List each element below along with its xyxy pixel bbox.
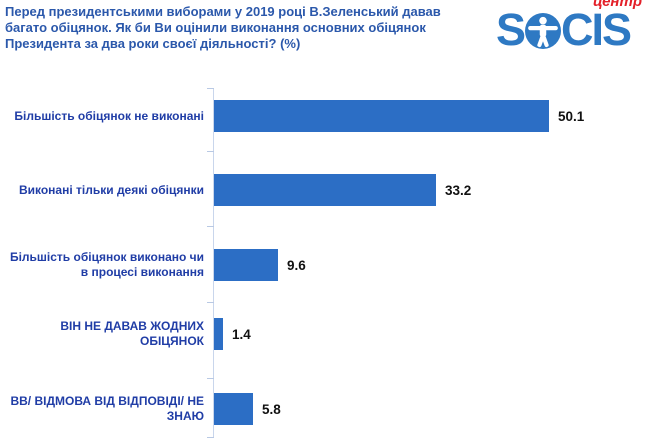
bar	[214, 318, 223, 350]
socis-person-icon	[525, 13, 562, 49]
value-label: 33.2	[445, 182, 472, 198]
socis-logo: центр S CIS	[496, 0, 646, 60]
logo-letter-s: S	[496, 4, 526, 55]
axis-tick	[207, 88, 214, 89]
bar	[214, 393, 253, 425]
bar	[214, 174, 436, 206]
axis-tick	[207, 226, 214, 227]
logo-wordmark: S CIS	[496, 4, 632, 55]
value-label: 50.1	[558, 108, 585, 124]
chart-row: ВВ/ ВІДМОВА ВІД ВІДПОВІДІ/ НЕ ЗНАЮ 5.8	[0, 393, 650, 425]
value-label: 9.6	[287, 257, 306, 273]
chart-row: Більшість обіцянок не виконані 50.1	[0, 100, 650, 132]
category-label: Виконані тільки деякі обіцянки	[18, 182, 204, 197]
chart-row: Більшість обіцянок виконано чи в процесі…	[0, 249, 650, 281]
category-axis	[213, 88, 214, 437]
category-label: ВВ/ ВІДМОВА ВІД ВІДПОВІДІ/ НЕ ЗНАЮ	[10, 394, 204, 423]
axis-tick	[207, 151, 214, 152]
category-label: Більшість обіцянок не виконані	[14, 108, 204, 123]
category-label: Більшість обіцянок виконано чи в процесі…	[9, 250, 204, 279]
bar	[214, 249, 278, 281]
bar	[214, 100, 549, 132]
axis-tick	[207, 437, 214, 438]
axis-tick	[207, 378, 214, 379]
chart-row: Виконані тільки деякі обіцянки 33.2	[0, 174, 650, 206]
value-label: 5.8	[262, 401, 281, 417]
logo-center-label: центр	[592, 0, 642, 10]
chart-row: ВІН НЕ ДАВАВ ЖОДНИХ ОБІЦЯНОК 1.4	[0, 318, 650, 350]
bar-chart: Більшість обіцянок не виконані 50.1 Викона…	[0, 88, 650, 440]
logo-letters-cis: CIS	[561, 4, 632, 55]
chart-title: Перед президентськими виборами у 2019 ро…	[5, 4, 441, 51]
value-label: 1.4	[232, 326, 251, 342]
axis-tick	[207, 302, 214, 303]
category-label: ВІН НЕ ДАВАВ ЖОДНИХ ОБІЦЯНОК	[60, 319, 204, 348]
